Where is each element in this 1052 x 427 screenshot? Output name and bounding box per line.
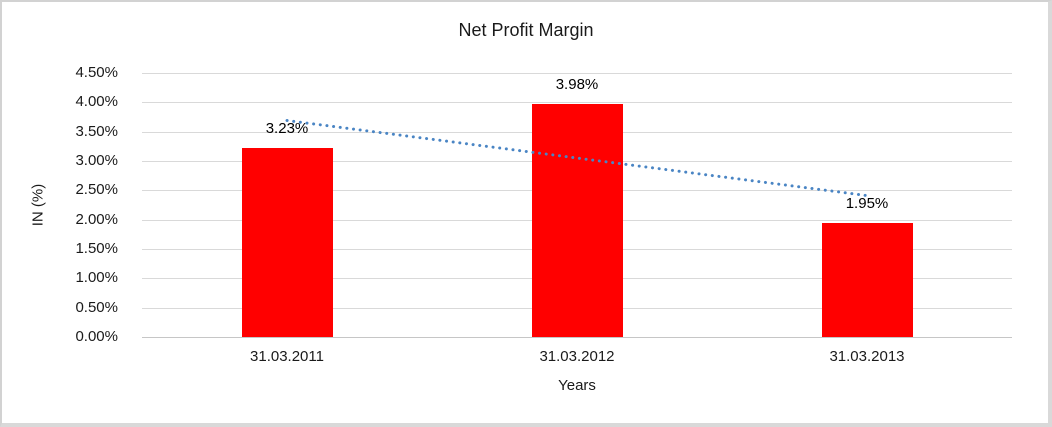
chart-title: Net Profit Margin: [458, 20, 594, 40]
x-tick-label: 31.03.2011: [250, 348, 324, 365]
x-axis-line: [142, 337, 1012, 338]
x-tick-label: 31.03.2012: [539, 348, 615, 365]
data-label: 3.98%: [555, 76, 599, 93]
y-tick-label: 0.00%: [75, 328, 118, 345]
y-tick-label: 3.00%: [75, 152, 118, 169]
y-tick-label: 2.00%: [75, 211, 118, 228]
data-label: 1.95%: [845, 195, 889, 212]
y-tick-label: 3.50%: [75, 123, 118, 140]
x-axis-title: Years: [558, 377, 596, 394]
y-tick-label: 4.50%: [75, 64, 118, 81]
x-tick-label: 31.03.2013: [829, 348, 905, 365]
y-tick-label: 2.50%: [75, 181, 118, 198]
bar-31.03.2011: [242, 148, 333, 337]
y-tick-label: 1.50%: [75, 240, 118, 257]
y-tick-label: 4.00%: [75, 93, 118, 110]
gridline: [142, 73, 1012, 74]
y-tick-label: 0.50%: [75, 299, 118, 316]
bar-31.03.2013: [822, 223, 913, 337]
bar-31.03.2012: [532, 104, 623, 337]
data-label: 3.23%: [265, 120, 309, 137]
y-tick-label: 1.00%: [75, 269, 118, 286]
gridline: [142, 102, 1012, 103]
